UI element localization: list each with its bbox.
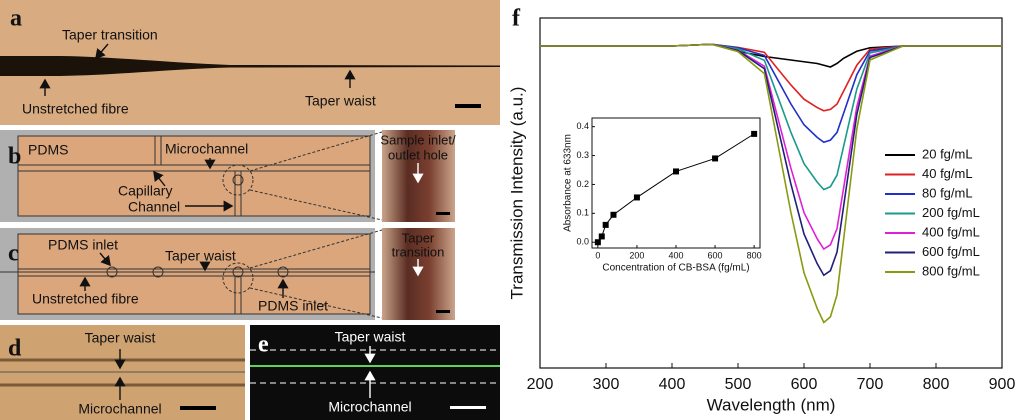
panel-letter: a — [10, 6, 22, 32]
panel-a: a Taper transition Unstretched fibre Tap… — [0, 0, 500, 125]
x-tick-label: 800 — [923, 376, 950, 393]
y-axis-label: Transmission Intensity (a.u.) — [507, 87, 526, 300]
fibre — [0, 56, 500, 76]
panel-letter: c — [8, 241, 19, 267]
label: Taper waist — [85, 330, 156, 346]
inset-background — [560, 112, 766, 276]
panel-b: b PDMS Microchannel Capillary Channel Sa… — [0, 130, 456, 222]
label: PDMS inlet — [258, 298, 328, 314]
label: transition — [392, 244, 445, 259]
label: PDMS inlet — [48, 237, 118, 253]
legend-label: 800 fg/mL — [922, 263, 980, 278]
x-tick-label: 800 — [747, 250, 762, 260]
y-tick-label: 0.1 — [576, 208, 589, 218]
label: Unstretched fibre — [32, 291, 139, 307]
x-tick-label: 200 — [527, 376, 554, 393]
x-tick-label: 0 — [595, 250, 600, 260]
legend-label: 600 fg/mL — [922, 244, 980, 259]
x-tick-label: 200 — [629, 250, 644, 260]
label: Taper transition — [62, 27, 158, 43]
y-tick-label: 0.2 — [576, 179, 589, 189]
label: Sample inlet/ — [380, 132, 456, 147]
data-point — [594, 239, 601, 246]
x-tick-label: 900 — [989, 376, 1016, 393]
legend-label: 200 fg/mL — [922, 205, 980, 220]
legend-label: 80 fg/mL — [922, 185, 973, 200]
label: Microchannel — [328, 399, 411, 415]
y-tick-label: 0.4 — [576, 121, 589, 131]
data-point — [751, 130, 758, 137]
label: Taper waist — [305, 93, 376, 109]
data-point — [610, 211, 617, 218]
label: outlet hole — [388, 147, 448, 162]
label: Taper — [402, 230, 435, 245]
panel-e: e Taper waist Microchannel — [250, 325, 500, 420]
panel-letter: b — [8, 144, 21, 170]
scale-bar — [455, 104, 481, 108]
hole — [106, 266, 118, 278]
hole — [277, 266, 289, 278]
y-tick-label: 0.0 — [576, 237, 589, 247]
label: PDMS — [28, 142, 68, 158]
channels — [18, 136, 370, 216]
panel-letter: e — [258, 332, 269, 358]
arrow — [153, 170, 166, 187]
spectrum-chart: 200 300 400 500 600 700 800 900 Wavelength (nm) T… — [507, 17, 1016, 414]
channels — [0, 268, 375, 314]
arrow — [95, 43, 109, 60]
data-point — [602, 221, 609, 228]
label: Capillary — [118, 183, 172, 199]
channel-walls — [250, 349, 500, 384]
scale-bar — [436, 310, 450, 313]
scale-bar — [450, 406, 486, 409]
label: Channel — [128, 199, 180, 215]
x-axis-label: Wavelength (nm) — [707, 395, 836, 414]
data-point — [712, 155, 719, 162]
x-axis-label: Concentration of CB-BSA (fg/mL) — [602, 263, 749, 274]
data-point — [598, 233, 605, 240]
hole — [152, 266, 164, 278]
data-point — [673, 168, 679, 175]
label: Taper waist — [335, 329, 406, 345]
data-point — [633, 194, 640, 201]
panel-letter: d — [8, 336, 22, 362]
x-tick-label: 400 — [659, 376, 686, 393]
label: Microchannel — [78, 401, 161, 417]
y-tick-label: 0.3 — [576, 150, 589, 160]
legend-label: 20 fg/mL — [922, 146, 973, 161]
scale-bar — [180, 406, 216, 410]
spectrum-line — [540, 43, 1002, 324]
arrow — [99, 252, 111, 267]
hole — [232, 174, 244, 186]
scale-bar — [436, 212, 450, 215]
legend-label: 400 fg/mL — [922, 224, 980, 239]
x-tick-label: 300 — [593, 376, 620, 393]
chip — [17, 135, 371, 217]
panel-d: d Taper waist Microchannel — [0, 325, 245, 420]
legend-label: 40 fg/mL — [922, 166, 973, 181]
x-tick-label: 600 — [708, 250, 723, 260]
y-axis-label: Absorbance at 633nm — [563, 134, 574, 232]
zoom-lines — [249, 229, 383, 319]
panel-c: c PDMS inlet Taper waist Unstretched fib… — [0, 228, 455, 320]
hole — [232, 266, 244, 278]
zoom-circle — [222, 262, 254, 294]
x-tick-label: 600 — [791, 376, 818, 393]
panel-letter: f — [512, 6, 521, 32]
label: Microchannel — [165, 141, 248, 157]
chip — [17, 233, 371, 315]
x-tick-label: 700 — [857, 376, 884, 393]
label: Taper waist — [165, 248, 236, 264]
plot-frame — [539, 17, 1003, 369]
zoom-circle — [222, 164, 254, 196]
spectrum-line — [540, 43, 1002, 68]
label: Unstretched fibre — [22, 101, 129, 117]
x-tick-label: 500 — [725, 376, 752, 393]
zoom-lines — [249, 131, 383, 221]
x-tick-label: 400 — [668, 250, 683, 260]
